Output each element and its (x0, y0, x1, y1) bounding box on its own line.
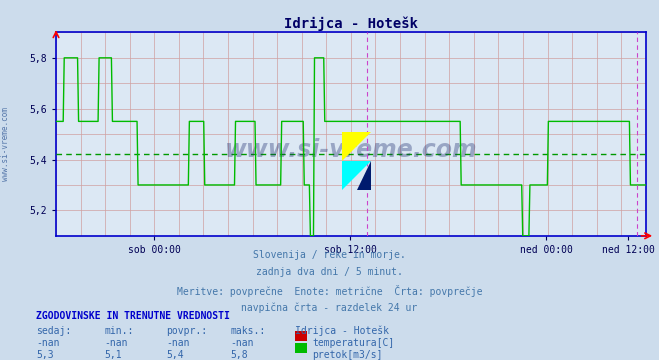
Polygon shape (357, 161, 371, 190)
Text: sedaj:: sedaj: (36, 326, 71, 336)
Text: Meritve: povprečne  Enote: metrične  Črta: povprečje: Meritve: povprečne Enote: metrične Črta:… (177, 285, 482, 297)
Text: maks.:: maks.: (231, 326, 266, 336)
Polygon shape (342, 161, 371, 190)
Text: Idrijca - Hotešk: Idrijca - Hotešk (295, 326, 389, 336)
Text: www.si-vreme.com: www.si-vreme.com (225, 138, 477, 162)
Text: pretok[m3/s]: pretok[m3/s] (312, 350, 383, 360)
Text: ZGODOVINSKE IN TRENUTNE VREDNOSTI: ZGODOVINSKE IN TRENUTNE VREDNOSTI (36, 311, 230, 321)
Text: 5,1: 5,1 (104, 350, 122, 360)
Text: Slovenija / reke in morje.: Slovenija / reke in morje. (253, 250, 406, 260)
Text: -nan: -nan (36, 338, 60, 348)
Text: 5,3: 5,3 (36, 350, 54, 360)
Text: zadnja dva dni / 5 minut.: zadnja dva dni / 5 minut. (256, 267, 403, 278)
Polygon shape (342, 131, 371, 161)
Text: temperatura[C]: temperatura[C] (312, 338, 395, 348)
Text: 5,4: 5,4 (166, 350, 184, 360)
Text: -nan: -nan (104, 338, 128, 348)
Text: povpr.:: povpr.: (166, 326, 207, 336)
Text: -nan: -nan (166, 338, 190, 348)
Text: min.:: min.: (104, 326, 134, 336)
Text: -nan: -nan (231, 338, 254, 348)
Text: navpična črta - razdelek 24 ur: navpična črta - razdelek 24 ur (241, 302, 418, 312)
Text: 5,8: 5,8 (231, 350, 248, 360)
Title: Idrijca - Hotešk: Idrijca - Hotešk (284, 17, 418, 31)
Text: www.si-vreme.com: www.si-vreme.com (1, 107, 10, 181)
